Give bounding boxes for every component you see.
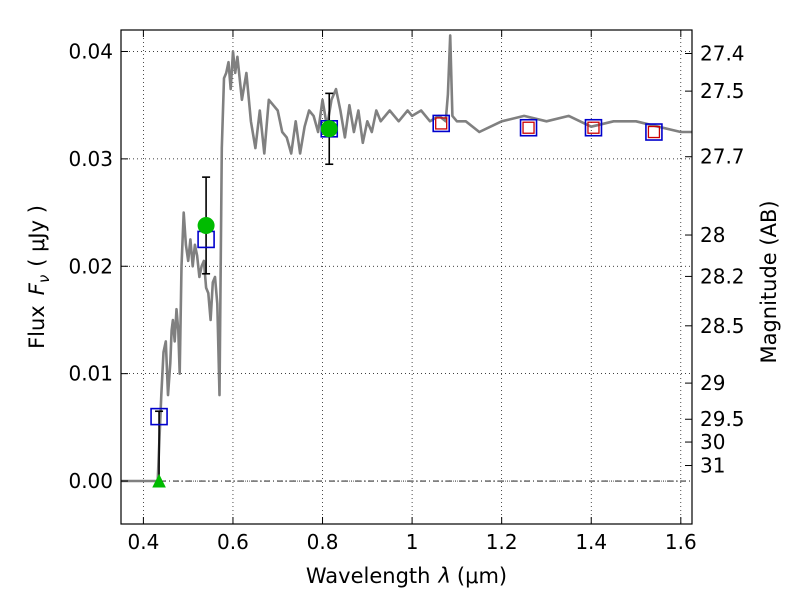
observed-photometry-point — [587, 121, 600, 134]
magnitude-tick-label: 28.2 — [700, 264, 745, 288]
x-axis-title-text: Wavelength — [306, 564, 431, 588]
magnitude-axis-title: Magnitude (AB) — [757, 200, 781, 363]
x-tick-label: 0.8 — [307, 530, 339, 554]
model-photometry-point — [584, 118, 603, 137]
x-tick-label: 1.4 — [575, 530, 607, 554]
y-tick-label: 0.00 — [68, 469, 113, 493]
spectrum-series — [121, 34, 692, 483]
magnitude-tick-label: 27.7 — [700, 145, 745, 169]
x-tick-label: 0.6 — [217, 530, 249, 554]
x-axis-symbol: λ — [437, 564, 450, 588]
y-axis-title-text: Flux — [25, 305, 49, 349]
upper-limit-point — [152, 473, 166, 488]
x-tick-label: 0.4 — [127, 530, 159, 554]
detection-point — [197, 216, 215, 234]
spectrum-line — [121, 34, 692, 483]
magnitude-tick-label: 28.5 — [700, 314, 745, 338]
magnitude-tick-label: 29.5 — [700, 407, 745, 431]
x-tick-label: 1.6 — [665, 530, 697, 554]
observed-photometry-point — [435, 117, 448, 130]
model-photometry-point — [150, 407, 168, 426]
model-photometry-point — [645, 123, 663, 141]
observed-photometry-point — [647, 125, 661, 139]
y-axis-title: Flux Fν ( μJy ) — [25, 205, 53, 349]
x-tick-label: 1 — [406, 530, 419, 554]
magnitude-tick-label: 31 — [700, 454, 725, 478]
y-axis-unit: ( μJy ) — [25, 205, 49, 267]
y-axis-symbol: F — [25, 282, 49, 295]
magnitude-tick-label: 29 — [700, 371, 725, 395]
y-tick-label: 0.02 — [68, 254, 113, 278]
magnitude-tick-label: 28 — [700, 223, 725, 247]
model-photometry-point — [432, 114, 451, 133]
magnitude-tick-label: 30 — [700, 430, 725, 454]
y-tick-label: 0.04 — [68, 39, 113, 63]
observed-photometry-point — [522, 121, 535, 134]
y-tick-label: 0.03 — [68, 147, 113, 171]
model-photometry-point — [519, 118, 538, 137]
x-tick-label: 1.2 — [486, 530, 518, 554]
axis-ticks: 0.4 0.6 0.8 1 1.2 1.4 1.6 0.00 0.01 0.02 0.03 0.04 2… — [68, 30, 745, 554]
y-tick-label: 0.01 — [68, 362, 113, 386]
y-axis-symbol-sub: ν — [35, 275, 53, 283]
magnitude-tick-label: 27.4 — [700, 42, 745, 66]
x-axis-unit: (μm) — [457, 564, 507, 588]
x-axis-title: Wavelength λ (μm) — [306, 564, 507, 588]
plot-frame — [120, 29, 693, 525]
grid — [121, 30, 692, 524]
detection-point — [320, 120, 338, 138]
magnitude-tick-label: 27.5 — [700, 79, 745, 103]
photometry-points — [150, 92, 663, 488]
